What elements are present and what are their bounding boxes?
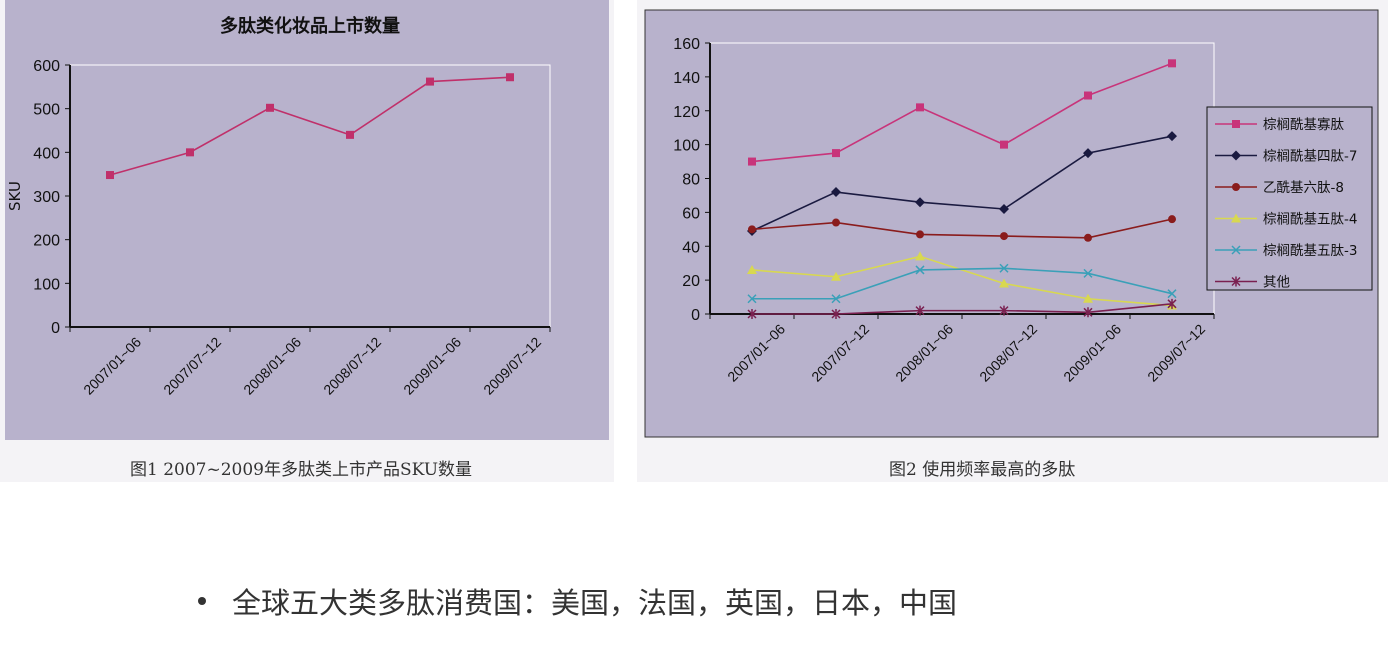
- y-tick-label: 500: [33, 102, 60, 119]
- y-tick-label: 100: [673, 138, 700, 155]
- data-point: [832, 149, 840, 158]
- y-tick-label: 120: [673, 104, 700, 121]
- y-tick-label: 140: [673, 70, 700, 87]
- legend-marker: [1231, 276, 1241, 287]
- data-point: [1083, 307, 1093, 318]
- data-point: [999, 263, 1009, 273]
- data-point: [1084, 91, 1092, 100]
- data-point: [1167, 131, 1177, 142]
- data-point: [831, 187, 841, 198]
- legend-marker: [1232, 183, 1240, 191]
- data-point: [426, 77, 434, 86]
- data-point: [106, 171, 114, 180]
- y-axis-label: SKU: [6, 181, 24, 211]
- data-point: [831, 271, 841, 281]
- data-point: [747, 264, 757, 274]
- y-tick-label: 0: [691, 307, 700, 324]
- data-point: [832, 218, 840, 227]
- series-line: [751, 62, 1173, 163]
- series-line: [751, 218, 1173, 239]
- legend-label: 棕榈酰基寡肽: [1263, 116, 1344, 133]
- y-tick-label: 20: [682, 273, 700, 290]
- legend-marker: [1231, 245, 1241, 255]
- y-tick-label: 600: [33, 58, 60, 75]
- data-point: [916, 230, 924, 239]
- y-tick-label: 300: [33, 189, 60, 206]
- data-point: [831, 309, 841, 319]
- data-point: [1000, 232, 1008, 241]
- y-tick-label: 200: [33, 233, 60, 250]
- data-point: [915, 197, 925, 208]
- data-point: [1083, 148, 1093, 159]
- data-point: [915, 305, 925, 316]
- figure-2-panel: 0 20 40 60 80 100 120 140 160 2007/01~06 2007/07~1…: [637, 0, 1388, 482]
- legend-marker: [1231, 213, 1241, 223]
- chart-title: 多肽类化妆品上市数量: [220, 15, 400, 37]
- series-line: [752, 303, 1173, 315]
- data-point: [748, 157, 756, 166]
- legend-label: 棕榈酰基五肽-3: [1263, 242, 1357, 259]
- legend-marker: [1232, 120, 1240, 128]
- data-point: [186, 148, 194, 157]
- y-tick-label: 400: [33, 145, 60, 162]
- series-line: [751, 135, 1173, 232]
- legend-marker: [1231, 150, 1241, 161]
- series-line: [109, 76, 511, 176]
- figure-2-caption: 图2 使用频率最高的多肽: [889, 460, 1076, 480]
- y-tick-label: 80: [682, 172, 700, 189]
- series-line: [751, 255, 1173, 307]
- data-point: [747, 309, 757, 319]
- legend-label: 棕榈酰基五肽-4: [1263, 211, 1357, 228]
- y-tick-label: 0: [51, 320, 60, 337]
- data-point: [999, 305, 1009, 316]
- bullet-dot-icon: [198, 597, 206, 605]
- data-point: [1168, 59, 1176, 68]
- data-point: [1167, 289, 1177, 299]
- data-point: [915, 265, 925, 275]
- data-point: [747, 294, 757, 304]
- data-point: [999, 278, 1009, 288]
- y-tick-label: 100: [33, 276, 60, 293]
- legend-label: 其他: [1263, 275, 1290, 291]
- data-point: [1000, 140, 1008, 149]
- bullet-text: 全球五大类多肽消费国：美国，法国，英国，日本，中国: [232, 586, 958, 620]
- data-point: [1168, 215, 1176, 224]
- figure-1-caption: 图1 2007~2009年多肽类上市产品SKU数量: [130, 460, 473, 480]
- legend: [1206, 106, 1373, 291]
- data-point: [748, 225, 756, 234]
- data-point: [1083, 293, 1093, 303]
- data-point: [1167, 298, 1177, 309]
- legend-label: 乙酰基六肽-8: [1263, 179, 1344, 196]
- data-point: [915, 251, 925, 261]
- data-point: [999, 203, 1009, 214]
- data-point: [1083, 268, 1093, 278]
- series-line: [752, 267, 1173, 300]
- data-point: [1084, 233, 1092, 242]
- data-point: [916, 103, 924, 112]
- data-point: [831, 294, 841, 304]
- y-tick-label: 60: [682, 205, 700, 222]
- data-point: [506, 73, 514, 82]
- data-point: [266, 103, 274, 112]
- legend-label: 棕榈酰基四肽-7: [1263, 148, 1357, 165]
- data-point: [346, 130, 354, 139]
- y-tick-label: 40: [682, 239, 700, 256]
- figure-1-panel: 0 100 200 300 400 500 600 2007/01~06 2007/07~12 2…: [0, 0, 614, 482]
- bullet-point: 全球五大类多肽消费国：美国，法国，英国，日本，中国: [198, 580, 957, 622]
- y-tick-label: 160: [673, 36, 700, 53]
